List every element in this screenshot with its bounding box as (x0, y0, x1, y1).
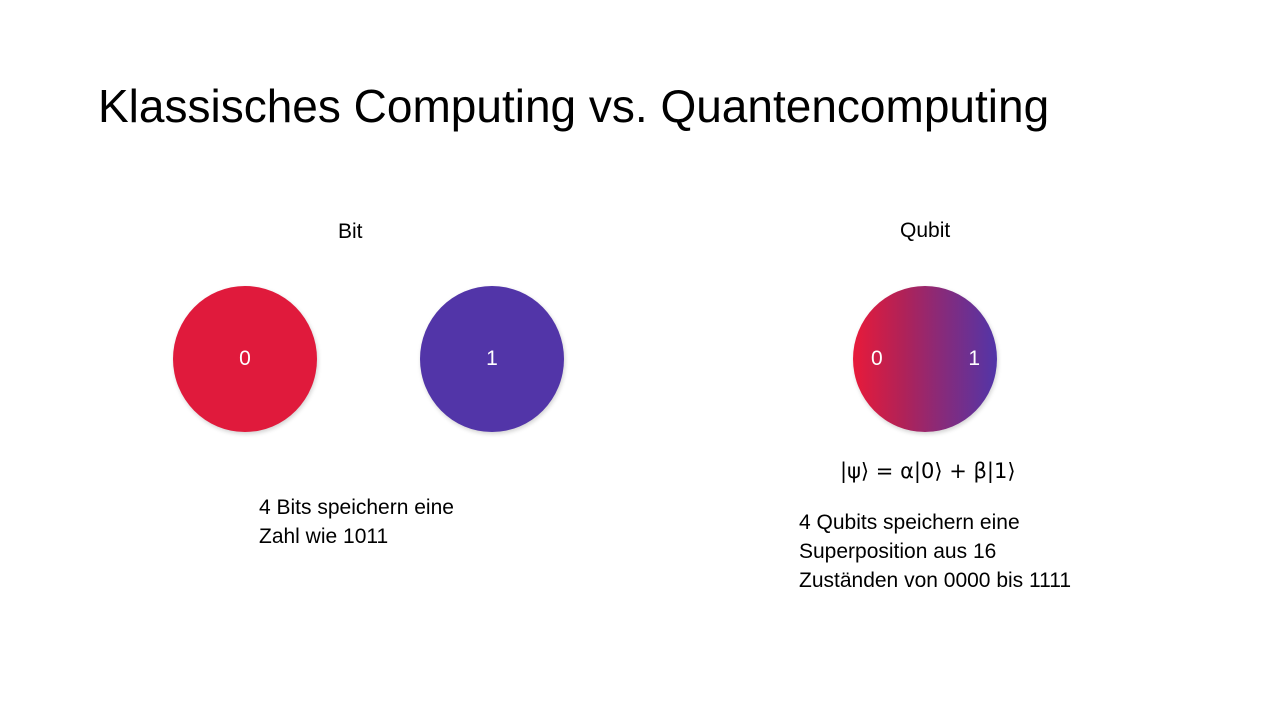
qubit-state-formula: |ψ⟩ = α|0⟩ + β|1⟩ (840, 459, 1016, 483)
qubit-description-line: Superposition aus 16 (799, 540, 997, 563)
qubit-description: 4 Qubits speichern eine Superposition au… (799, 508, 1119, 595)
bit-zero-circle: 0 (173, 286, 317, 432)
bit-description-line: Zahl wie 1011 (259, 525, 389, 548)
bit-one-circle: 1 (420, 286, 564, 432)
qubit-superposition-circle: 0 1 (853, 286, 997, 432)
bit-section-label: Bit (338, 220, 363, 243)
qubit-zero-label: 0 (871, 347, 883, 370)
qubit-description-line: Zuständen von 0000 bis 1111 (799, 569, 1072, 592)
bit-description: 4 Bits speichern eine Zahl wie 1011 (259, 493, 519, 551)
qubit-one-label: 1 (968, 347, 980, 370)
slide-title: Klassisches Computing vs. Quantencomputi… (98, 80, 1050, 132)
qubit-section-label: Qubit (900, 219, 951, 242)
qubit-description-line: 4 Qubits speichern eine (799, 511, 1020, 534)
bit-zero-label: 0 (239, 347, 251, 370)
bit-one-label: 1 (486, 347, 498, 370)
bit-description-line: 4 Bits speichern eine (259, 496, 454, 519)
